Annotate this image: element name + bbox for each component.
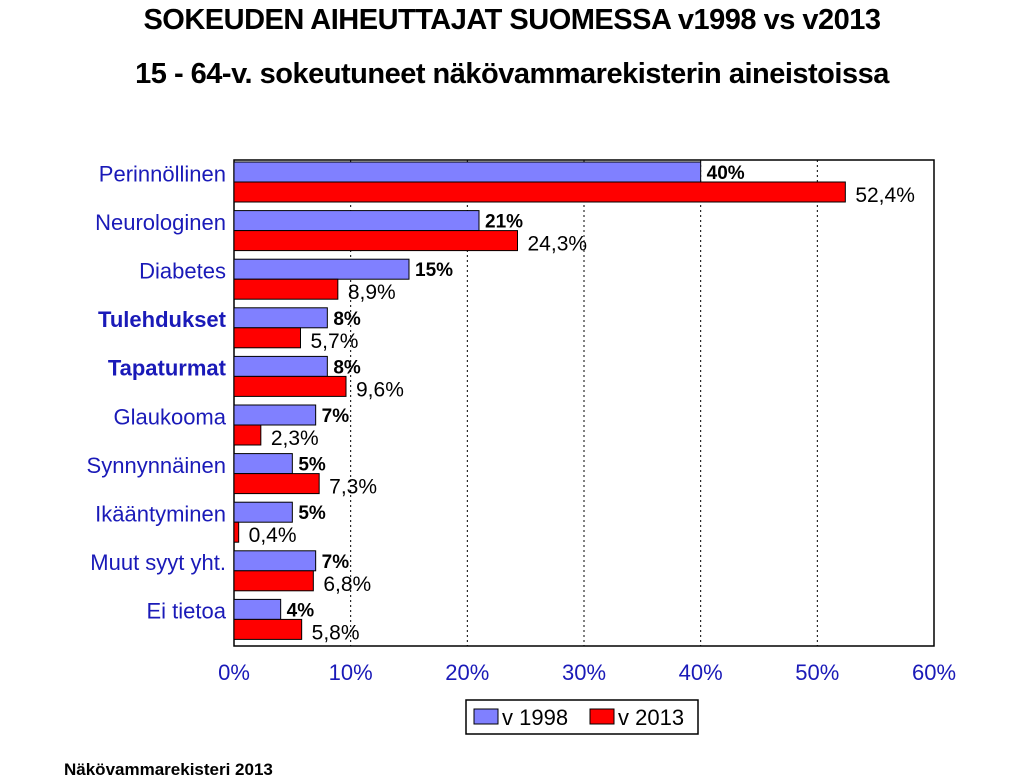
- data-label-2013: 52,4%: [855, 184, 915, 207]
- category-label: Ikääntyminen: [95, 502, 226, 527]
- bar-1998: [233, 258, 410, 280]
- bar-2013: [233, 424, 262, 446]
- data-label-2013: 0,4%: [249, 524, 297, 547]
- data-label-2013: 9,6%: [356, 378, 404, 401]
- bar-2013: [233, 521, 240, 543]
- data-label-1998: 4%: [287, 600, 315, 621]
- bar-1998: [233, 453, 293, 475]
- data-label-2013: 5,7%: [311, 330, 359, 353]
- bar-1998: [233, 598, 282, 620]
- data-label-2013: 2,3%: [271, 427, 319, 450]
- category-label: Diabetes: [139, 259, 226, 284]
- legend-swatch-2013: [589, 708, 615, 725]
- category-label: Ei tietoa: [147, 599, 227, 624]
- legend-swatch-1998: [473, 708, 499, 725]
- bar-2013: [233, 570, 314, 592]
- bar-1998: [233, 550, 317, 572]
- bar-1998: [233, 501, 293, 523]
- source-note: Näkövammarekisteri 2013: [64, 760, 273, 779]
- bar-2013: [233, 181, 846, 203]
- data-label-1998: 5%: [298, 503, 326, 524]
- data-label-2013: 5,8%: [312, 621, 360, 644]
- x-tick-label: 50%: [795, 660, 839, 685]
- x-tick-label: 0%: [218, 660, 250, 685]
- category-label: Synnynnäinen: [87, 453, 226, 478]
- chart-title: SOKEUDEN AIHEUTTAJAT SUOMESSA v1998 vs v…: [143, 4, 881, 36]
- data-label-1998: 21%: [485, 212, 523, 233]
- legend-label-2013: v 2013: [618, 705, 684, 730]
- bar-2013: [233, 230, 518, 252]
- category-label: Glaukooma: [113, 404, 226, 429]
- category-label: Neurologinen: [95, 210, 226, 235]
- x-tick-label: 20%: [445, 660, 489, 685]
- data-label-1998: 40%: [707, 163, 745, 184]
- x-tick-label: 10%: [329, 660, 373, 685]
- category-label: Tulehdukset: [98, 307, 227, 332]
- data-label-1998: 8%: [333, 357, 361, 378]
- bar-2013: [233, 327, 301, 349]
- legend-box: [465, 699, 699, 735]
- data-label-1998: 5%: [298, 455, 326, 476]
- category-label: Perinnöllinen: [99, 161, 226, 186]
- data-label-2013: 8,9%: [348, 281, 396, 304]
- data-label-2013: 6,8%: [323, 573, 371, 596]
- bar-2013: [233, 473, 320, 495]
- data-label-1998: 7%: [322, 406, 350, 427]
- bar-chart: 0% 10% 20% 30% 40% 50% 60% Perinnöllinen 40% 52,4…: [87, 159, 956, 735]
- bar-2013: [233, 375, 347, 397]
- x-tick-label: 60%: [912, 660, 956, 685]
- bar-1998: [233, 161, 702, 183]
- x-tick-label: 40%: [679, 660, 723, 685]
- bar-2013: [233, 278, 339, 300]
- bar-1998: [233, 355, 328, 377]
- data-label-2013: 7,3%: [329, 476, 377, 499]
- category-label: Tapaturmat: [108, 356, 227, 381]
- x-tick-label: 30%: [562, 660, 606, 685]
- legend-label-1998: v 1998: [502, 705, 568, 730]
- category-label: Muut syyt yht.: [90, 550, 226, 575]
- bar-1998: [233, 404, 317, 426]
- data-label-1998: 8%: [333, 309, 361, 330]
- chart-subtitle: 15 - 64-v. sokeutuneet näkövammarekister…: [135, 58, 889, 90]
- bar-1998: [233, 210, 480, 232]
- bar-2013: [233, 618, 303, 640]
- data-label-1998: 15%: [415, 260, 453, 281]
- bar-1998: [233, 307, 328, 329]
- data-label-2013: 24,3%: [528, 233, 588, 256]
- data-label-1998: 7%: [322, 552, 350, 573]
